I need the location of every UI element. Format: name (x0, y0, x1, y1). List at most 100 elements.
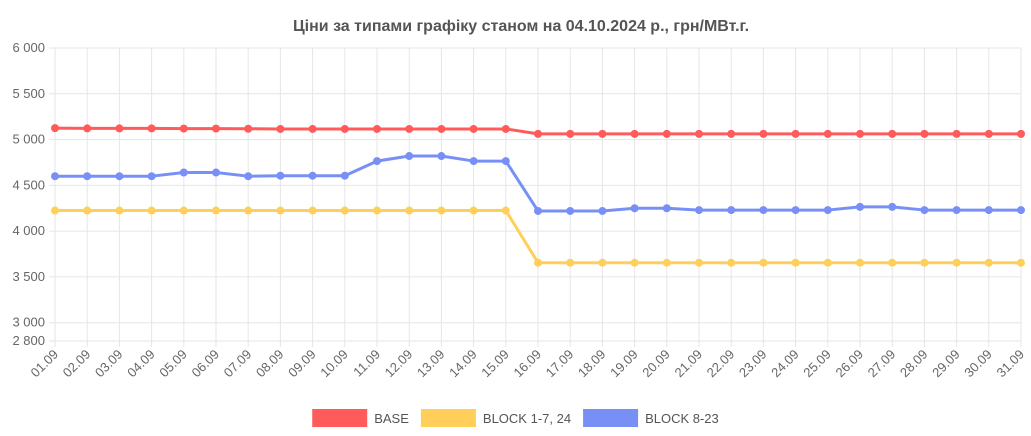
data-point[interactable] (115, 124, 124, 133)
data-point[interactable] (791, 206, 800, 215)
data-point[interactable] (147, 172, 156, 181)
data-point[interactable] (759, 258, 768, 267)
data-point[interactable] (308, 171, 317, 180)
data-point[interactable] (469, 157, 478, 166)
data-point[interactable] (1017, 206, 1025, 215)
data-point[interactable] (888, 202, 897, 211)
data-point[interactable] (469, 206, 478, 215)
data-point[interactable] (695, 206, 703, 215)
data-point[interactable] (566, 206, 575, 215)
legend-label[interactable]: BLOCK 8-23 (645, 411, 719, 426)
data-point[interactable] (147, 124, 156, 133)
data-point[interactable] (83, 206, 92, 215)
data-point[interactable] (276, 206, 285, 215)
data-point[interactable] (437, 206, 446, 215)
data-point[interactable] (630, 204, 639, 213)
data-point[interactable] (534, 258, 542, 267)
data-point[interactable] (276, 171, 285, 180)
data-point[interactable] (856, 129, 864, 138)
data-point[interactable] (856, 202, 864, 211)
data-point[interactable] (630, 258, 639, 267)
data-point[interactable] (920, 258, 929, 267)
data-point[interactable] (823, 206, 832, 215)
data-point[interactable] (469, 124, 478, 133)
data-point[interactable] (437, 152, 446, 161)
x-tick-label: 08.09 (253, 347, 287, 381)
data-point[interactable] (759, 129, 768, 138)
data-point[interactable] (405, 206, 414, 215)
data-point[interactable] (759, 206, 768, 215)
data-point[interactable] (566, 129, 575, 138)
data-point[interactable] (920, 129, 929, 138)
data-point[interactable] (501, 157, 510, 166)
data-point[interactable] (115, 206, 124, 215)
data-point[interactable] (888, 258, 897, 267)
data-point[interactable] (373, 124, 381, 133)
data-point[interactable] (534, 206, 542, 215)
data-point[interactable] (147, 206, 156, 215)
data-point[interactable] (598, 258, 607, 267)
data-point[interactable] (212, 206, 220, 215)
data-point[interactable] (727, 258, 736, 267)
data-point[interactable] (51, 124, 59, 133)
data-point[interactable] (373, 206, 381, 215)
data-point[interactable] (662, 258, 671, 267)
data-point[interactable] (952, 206, 961, 215)
data-point[interactable] (340, 171, 349, 180)
data-point[interactable] (51, 172, 59, 181)
data-point[interactable] (179, 168, 188, 177)
data-point[interactable] (888, 129, 897, 138)
data-point[interactable] (373, 157, 381, 166)
data-point[interactable] (662, 204, 671, 213)
data-point[interactable] (984, 258, 993, 267)
data-point[interactable] (920, 206, 929, 215)
data-point[interactable] (791, 129, 800, 138)
data-point[interactable] (727, 206, 736, 215)
data-point[interactable] (308, 124, 317, 133)
data-point[interactable] (1017, 258, 1025, 267)
data-point[interactable] (630, 129, 639, 138)
data-point[interactable] (695, 129, 703, 138)
data-point[interactable] (179, 124, 188, 133)
data-point[interactable] (662, 129, 671, 138)
data-point[interactable] (244, 172, 253, 181)
data-point[interactable] (244, 124, 253, 133)
data-point[interactable] (405, 124, 414, 133)
data-point[interactable] (598, 206, 607, 215)
data-point[interactable] (727, 129, 736, 138)
data-point[interactable] (51, 206, 59, 215)
data-point[interactable] (984, 206, 993, 215)
data-point[interactable] (695, 258, 703, 267)
data-point[interactable] (823, 129, 832, 138)
data-point[interactable] (566, 258, 575, 267)
data-point[interactable] (83, 124, 92, 133)
data-point[interactable] (212, 168, 220, 177)
data-point[interactable] (823, 258, 832, 267)
legend-label[interactable]: BASE (374, 411, 409, 426)
data-point[interactable] (534, 129, 542, 138)
data-point[interactable] (856, 258, 864, 267)
data-point[interactable] (501, 206, 510, 215)
data-point[interactable] (984, 129, 993, 138)
data-point[interactable] (437, 124, 446, 133)
data-point[interactable] (952, 129, 961, 138)
data-point[interactable] (1017, 129, 1025, 138)
data-point[interactable] (212, 124, 220, 133)
data-point[interactable] (405, 152, 414, 161)
data-point[interactable] (598, 129, 607, 138)
legend-swatch[interactable] (312, 409, 368, 427)
data-point[interactable] (115, 172, 124, 181)
data-point[interactable] (179, 206, 188, 215)
data-point[interactable] (340, 124, 349, 133)
data-point[interactable] (308, 206, 317, 215)
data-point[interactable] (244, 206, 253, 215)
data-point[interactable] (276, 124, 285, 133)
legend-swatch[interactable] (420, 409, 476, 427)
legend-label[interactable]: BLOCK 1-7, 24 (483, 411, 571, 426)
data-point[interactable] (791, 258, 800, 267)
data-point[interactable] (501, 124, 510, 133)
data-point[interactable] (83, 172, 92, 181)
data-point[interactable] (952, 258, 961, 267)
legend-swatch[interactable] (583, 409, 639, 427)
data-point[interactable] (340, 206, 349, 215)
